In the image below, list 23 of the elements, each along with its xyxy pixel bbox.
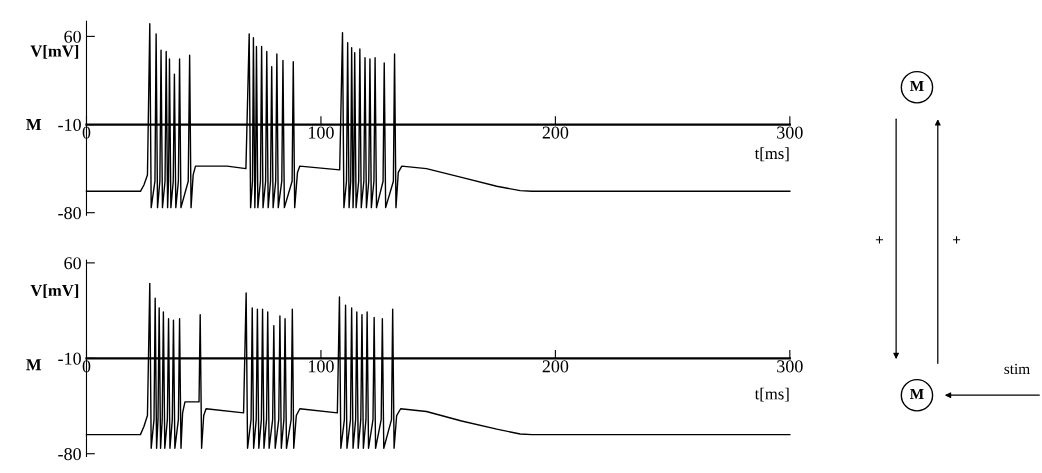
y-tick-label: -80 — [58, 206, 81, 220]
y-tick-label: -10 — [58, 118, 81, 131]
x-axis-title: t[ms] — [754, 147, 789, 162]
text: M — [910, 388, 924, 399]
x-tick-label: 300 — [777, 126, 803, 139]
text: stim — [1004, 363, 1030, 375]
y-axis-title: V[mV] — [30, 44, 79, 59]
x-tick-label: 200 — [542, 126, 569, 139]
y-tick-label: -80 — [58, 447, 81, 461]
x-tick-label: 100 — [308, 126, 334, 139]
y-tick-label: 60 — [64, 30, 81, 43]
y-tick-label: -10 — [58, 352, 81, 365]
y-axis-title: V[mV] — [30, 284, 79, 299]
text: + — [953, 236, 961, 244]
y-tick-label: 60 — [64, 257, 81, 270]
x-tick-label: 200 — [542, 360, 569, 373]
text: M — [910, 80, 924, 91]
x-tick-label: 300 — [777, 360, 803, 373]
text: + — [875, 236, 883, 244]
text: M — [26, 359, 42, 371]
x-tick-label: 100 — [308, 360, 334, 373]
text: M — [26, 119, 42, 131]
x-axis-title: t[ms] — [754, 387, 789, 402]
